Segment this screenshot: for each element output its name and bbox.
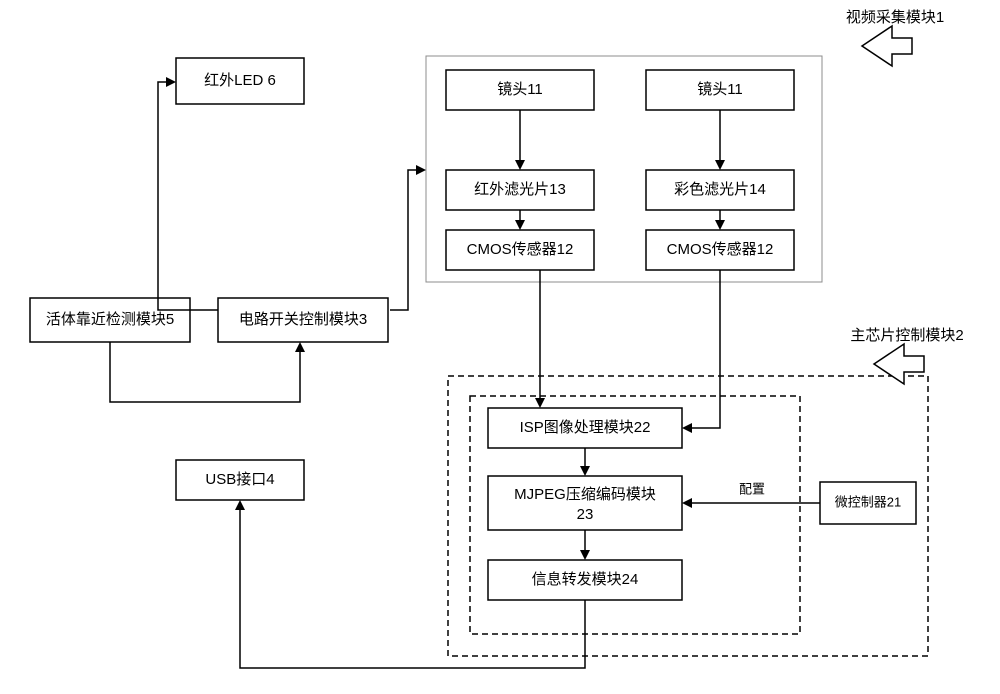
usb-label: USB接口4 xyxy=(205,471,274,488)
mjpeg-label-2: 23 xyxy=(577,506,594,523)
mcu-label: 微控制器21 xyxy=(835,494,901,509)
config-label: 配置 xyxy=(739,481,765,496)
cmos-a-label: CMOS传感器12 xyxy=(467,241,574,258)
edge-switch-module1 xyxy=(390,170,424,310)
mjpeg-label-1: MJPEG压缩编码模块 xyxy=(514,486,656,503)
callout-module1: 视频采集模块1 xyxy=(846,9,944,66)
color-filter-label: 彩色滤光片14 xyxy=(674,181,766,198)
edge-switch-irled xyxy=(158,82,218,310)
region-module2-label: 主芯片控制模块2 xyxy=(850,327,963,344)
edge-proximity-switch xyxy=(110,342,300,402)
forward-label: 信息转发模块24 xyxy=(532,571,639,588)
ir-filter-label: 红外滤光片13 xyxy=(474,181,566,198)
circuit-switch-label: 电路开关控制模块3 xyxy=(239,311,367,328)
cmos-b-label: CMOS传感器12 xyxy=(667,241,774,258)
ir-led-label: 红外LED 6 xyxy=(204,72,276,89)
lens-a-label: 镜头11 xyxy=(497,80,543,98)
proximity-label: 活体靠近检测模块5 xyxy=(46,311,174,328)
lens-b-label: 镜头11 xyxy=(697,80,743,98)
region-module1-label: 视频采集模块1 xyxy=(846,9,944,26)
callout-module2: 主芯片控制模块2 xyxy=(850,327,963,384)
edge-cmos-b-isp xyxy=(684,270,720,428)
isp-label: ISP图像处理模块22 xyxy=(520,419,651,436)
